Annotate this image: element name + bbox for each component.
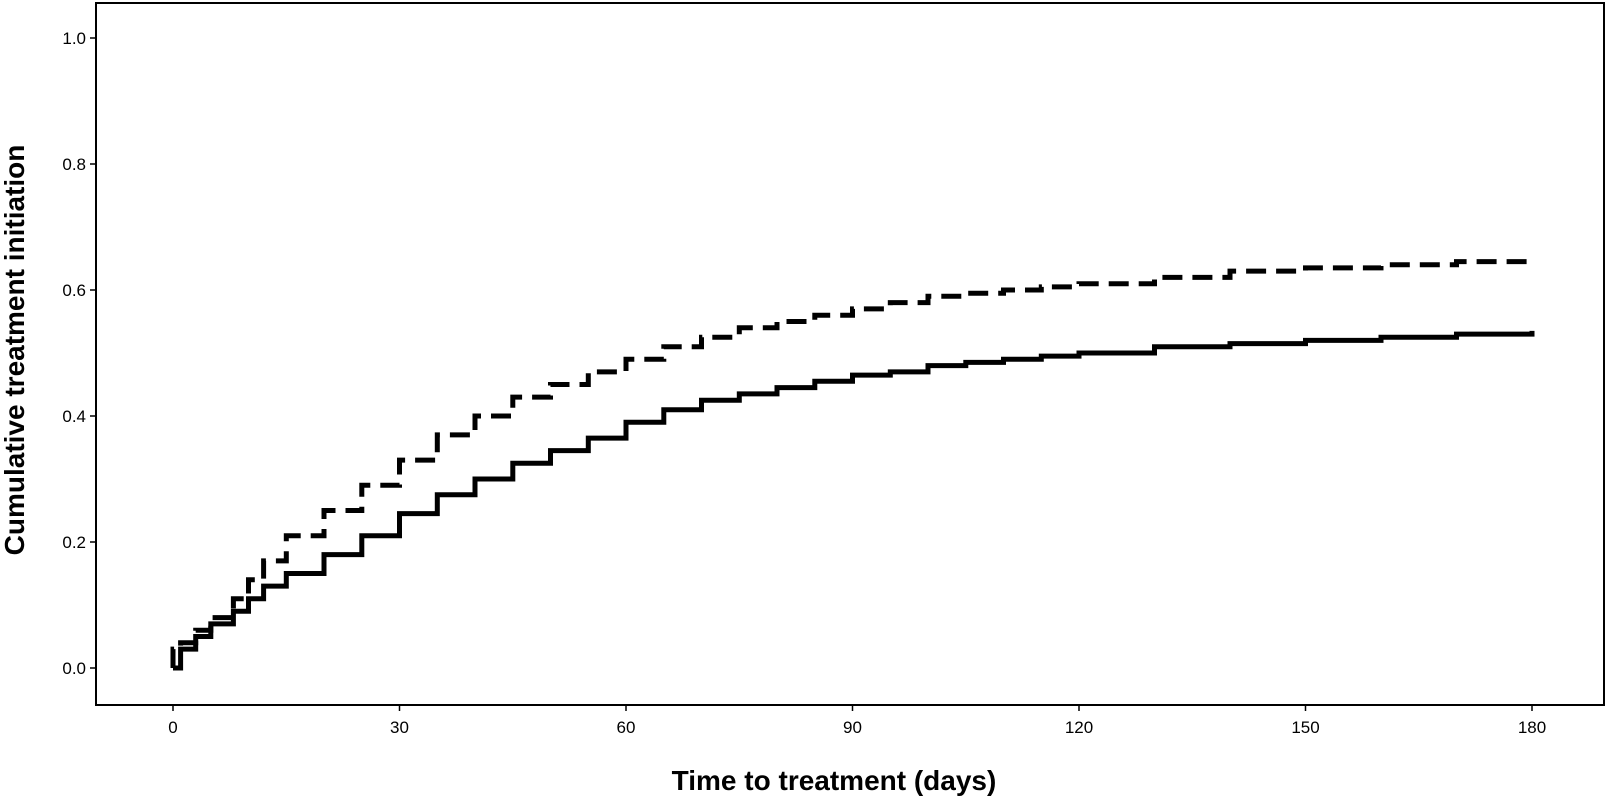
- y-tick-label: 1.0: [62, 29, 86, 48]
- x-tick-label: 90: [843, 718, 862, 737]
- y-tick-label: 0.4: [62, 407, 86, 426]
- y-axis-title: Cumulative treatment initiation: [0, 145, 30, 556]
- plot-frame: [95, 2, 1605, 706]
- y-tick-label: 0.0: [62, 659, 86, 678]
- x-tick-label: 60: [617, 718, 636, 737]
- y-axis: 0.0 0.2 0.4 0.6 0.8 1.0: [62, 29, 96, 678]
- x-axis: 0 30 60 90 120 150 180: [168, 705, 1546, 737]
- x-axis-title: Time to treatment (days): [672, 765, 997, 796]
- x-tick-label: 120: [1065, 718, 1093, 737]
- x-tick-label: 30: [390, 718, 409, 737]
- x-tick-label: 150: [1291, 718, 1319, 737]
- series-line-dashed: [170, 258, 1535, 668]
- x-tick-label: 0: [168, 718, 177, 737]
- series-layer: [170, 258, 1535, 671]
- x-tick-label: 180: [1518, 718, 1546, 737]
- y-tick-label: 0.8: [62, 155, 86, 174]
- y-tick-label: 0.2: [62, 533, 86, 552]
- y-tick-label: 0.6: [62, 281, 86, 300]
- series-line-solid: [173, 330, 1535, 671]
